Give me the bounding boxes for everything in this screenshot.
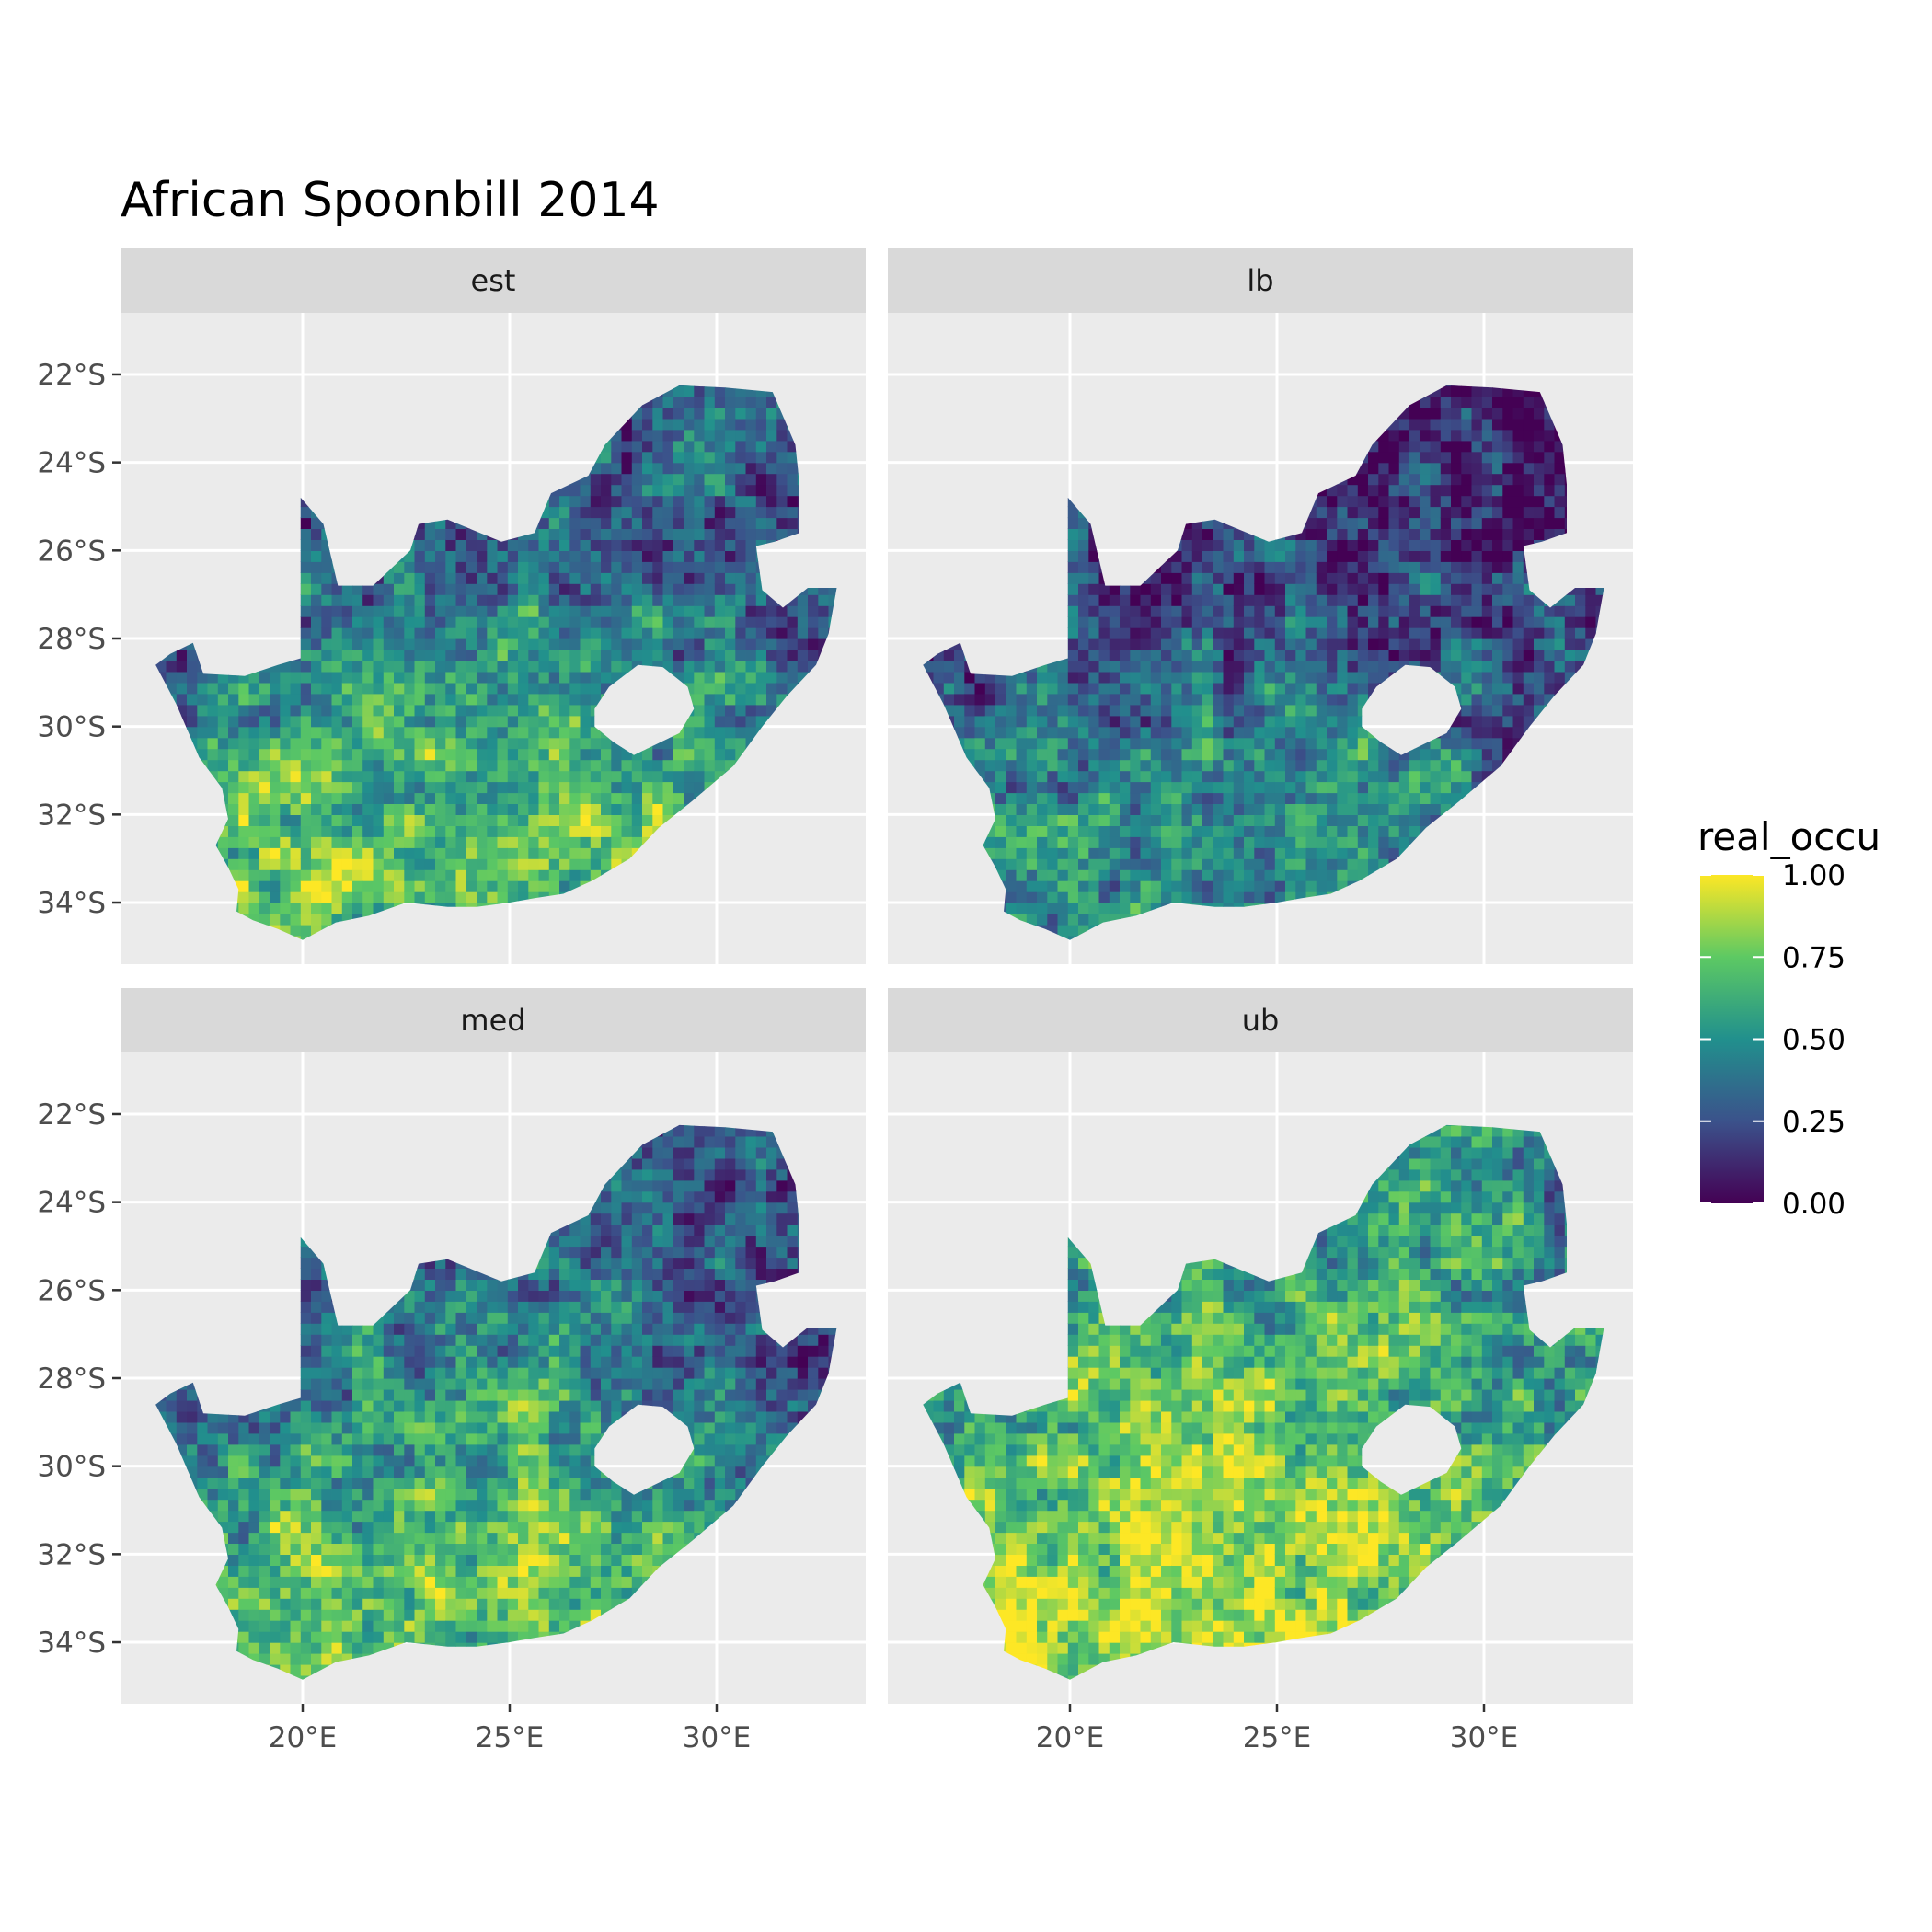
facet-strip-label: ub: [1242, 1003, 1280, 1038]
x-tick-label: 30°E: [1450, 1721, 1519, 1754]
legend-label: 0.75: [1782, 941, 1846, 974]
facet-strip: [888, 988, 1633, 1052]
chart-title: African Spoonbill 2014: [121, 173, 660, 228]
y-tick-label: 30°S: [37, 711, 106, 744]
y-tick-label: 32°S: [37, 799, 106, 832]
y-tick-label: 30°S: [37, 1451, 106, 1484]
facet-panel-est: est 22°S 24°S 26°S 28°S 30°S 32°S 34°S: [37, 248, 866, 964]
y-tick-label: 22°S: [37, 359, 106, 392]
facet-panel-med: med 22°S 24°S 26°S 28°S 30°S 32°S 34°S 20°E 25°E 3…: [37, 988, 866, 1754]
y-tick-label: 32°S: [37, 1538, 106, 1571]
x-tick-label: 25°E: [1243, 1721, 1312, 1754]
facet-strip-label: est: [471, 263, 516, 298]
y-tick-label: 34°S: [37, 887, 106, 920]
y-tick-label: 24°S: [37, 447, 106, 480]
legend-label: 0.25: [1782, 1106, 1846, 1139]
y-tick-label: 26°S: [37, 535, 106, 568]
legend-label: 0.50: [1782, 1024, 1846, 1057]
facet-strip: [888, 248, 1633, 313]
legend-label: 1.00: [1782, 859, 1846, 892]
facet-strip-label: lb: [1247, 263, 1273, 298]
y-tick-label: 34°S: [37, 1627, 106, 1660]
legend-title: real_occu: [1697, 814, 1880, 859]
facet-panels: est 22°S 24°S 26°S 28°S 30°S 32°S 34°S lb med 22°S…: [37, 248, 1633, 1754]
y-tick-label: 28°S: [37, 623, 106, 656]
y-tick-label: 22°S: [37, 1098, 106, 1132]
facet-strip: [121, 988, 866, 1052]
facet-strip-label: med: [460, 1003, 525, 1038]
x-tick-label: 30°E: [683, 1721, 752, 1754]
x-tick-label: 20°E: [1036, 1721, 1105, 1754]
y-tick-label: 24°S: [37, 1187, 106, 1220]
x-tick-label: 20°E: [269, 1721, 338, 1754]
facet-panel-lb: lb: [888, 248, 1633, 964]
facet-strip: [121, 248, 866, 313]
facet-panel-ub: ub 20°E 25°E 30°E: [888, 988, 1633, 1754]
y-tick-label: 26°S: [37, 1274, 106, 1307]
y-tick-label: 28°S: [37, 1363, 106, 1396]
legend-label: 0.00: [1782, 1188, 1846, 1221]
x-tick-label: 25°E: [476, 1721, 545, 1754]
